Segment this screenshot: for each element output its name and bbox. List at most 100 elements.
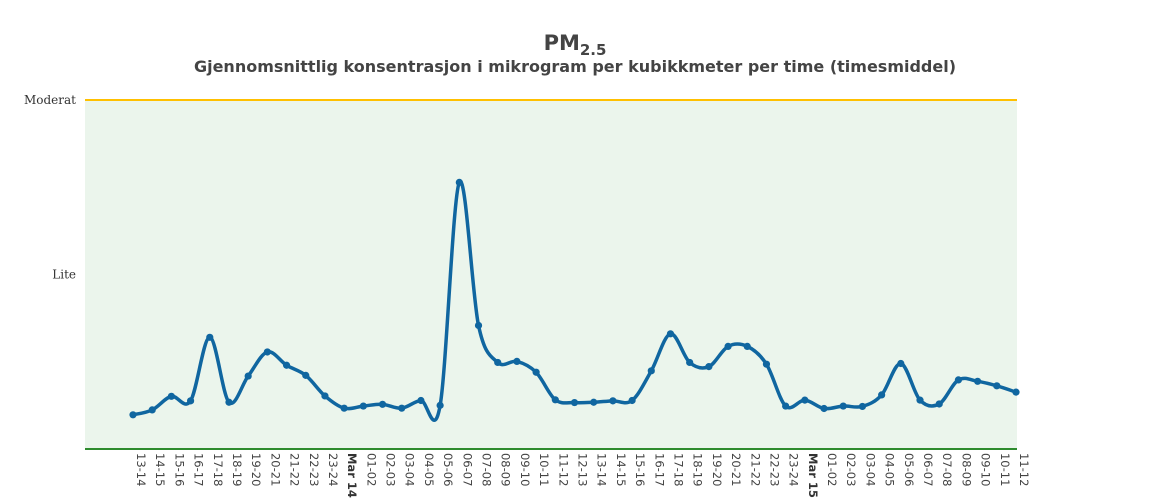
x-tick-label: 06-07 xyxy=(460,453,474,486)
x-tick-label: 21-22 xyxy=(288,453,302,486)
data-point[interactable] xyxy=(398,404,406,412)
data-point[interactable] xyxy=(782,402,790,410)
x-tick-label: 04-05 xyxy=(422,453,436,486)
y-band-label-moderat: Moderat xyxy=(24,93,76,107)
data-point[interactable] xyxy=(878,391,886,399)
x-tick-label: 10-11 xyxy=(537,453,551,486)
x-tick-label: 06-07 xyxy=(921,453,935,486)
x-tick-label: 19-20 xyxy=(249,453,263,486)
data-point[interactable] xyxy=(340,404,348,412)
x-tick-label: 15-16 xyxy=(633,453,647,486)
x-tick-label: Mar 14 xyxy=(345,453,359,498)
data-point[interactable] xyxy=(148,406,156,414)
data-point[interactable] xyxy=(436,401,444,409)
x-tick-label: 02-03 xyxy=(384,453,398,486)
data-point[interactable] xyxy=(839,402,847,410)
chart-subtitle: Gjennomsnittlig konsentrasjon i mikrogra… xyxy=(194,57,956,76)
data-point[interactable] xyxy=(974,377,982,385)
x-tick-label: 10-11 xyxy=(998,453,1012,486)
data-point[interactable] xyxy=(820,404,828,413)
x-tick-label: Mar 15 xyxy=(806,453,820,498)
data-point[interactable] xyxy=(225,398,233,406)
data-point[interactable] xyxy=(686,358,694,367)
data-point[interactable] xyxy=(628,396,636,405)
x-tick-label: 19-20 xyxy=(710,453,724,486)
x-tick-label: 01-02 xyxy=(364,453,378,486)
x-tick-label: 03-04 xyxy=(863,453,877,486)
x-tick-label: 23-24 xyxy=(787,453,801,486)
x-tick-label: 02-03 xyxy=(844,453,858,486)
x-tick-label: 03-04 xyxy=(403,453,417,486)
x-tick-label: 16-17 xyxy=(652,453,666,486)
data-point[interactable] xyxy=(167,392,175,400)
x-tick-label: 05-06 xyxy=(441,453,455,486)
data-point[interactable] xyxy=(378,400,387,408)
data-point[interactable] xyxy=(206,333,214,341)
x-tick-label: 09-10 xyxy=(979,453,993,486)
data-point[interactable] xyxy=(282,361,291,369)
data-point[interactable] xyxy=(705,363,713,371)
data-point[interactable] xyxy=(129,411,137,419)
data-point[interactable] xyxy=(935,400,943,408)
series-layer xyxy=(129,178,1020,423)
data-point[interactable] xyxy=(244,372,252,380)
data-point[interactable] xyxy=(993,382,1001,390)
data-point[interactable] xyxy=(743,342,751,350)
x-tick-label: 08-09 xyxy=(959,453,973,486)
data-point[interactable] xyxy=(302,371,310,379)
data-point[interactable] xyxy=(724,342,732,350)
x-tick-label: 22-23 xyxy=(307,453,321,486)
data-point[interactable] xyxy=(897,359,905,368)
x-tick-label: 17-18 xyxy=(671,453,685,486)
data-point[interactable] xyxy=(590,398,598,406)
x-tick-label: 20-21 xyxy=(268,453,282,486)
data-point[interactable] xyxy=(762,360,771,368)
data-point[interactable] xyxy=(666,330,675,338)
x-tick-label: 01-02 xyxy=(825,453,839,486)
x-tick-label: 21-22 xyxy=(748,453,762,486)
data-point[interactable] xyxy=(455,178,463,186)
x-tick-label: 13-14 xyxy=(595,453,609,486)
chart-title: PM2.5 xyxy=(544,31,607,59)
x-tick-label: 12-13 xyxy=(576,453,590,486)
x-tick-label: 16-17 xyxy=(192,453,206,486)
data-point[interactable] xyxy=(186,397,195,405)
data-point[interactable] xyxy=(801,396,809,404)
data-point[interactable] xyxy=(916,396,924,404)
x-tick-label: 09-10 xyxy=(518,453,532,486)
x-tick-label: 23-24 xyxy=(326,453,340,486)
data-point[interactable] xyxy=(321,392,329,400)
data-point[interactable] xyxy=(417,396,425,405)
data-point[interactable] xyxy=(474,321,483,330)
x-tick-label: 20-21 xyxy=(729,453,743,486)
data-point[interactable] xyxy=(551,396,559,404)
data-point[interactable] xyxy=(359,402,367,410)
x-tick-label: 15-16 xyxy=(172,453,186,486)
x-tick-label: 04-05 xyxy=(883,453,897,486)
x-tick-label: 08-09 xyxy=(499,453,513,486)
x-tick-label: 18-19 xyxy=(691,453,705,486)
x-tick-label: 11-12 xyxy=(1017,453,1031,486)
x-tick-label: 13-14 xyxy=(134,453,148,486)
data-point[interactable] xyxy=(1012,388,1020,396)
x-tick-label: 18-19 xyxy=(230,453,244,486)
data-point[interactable] xyxy=(513,357,521,366)
x-tick-label: 07-08 xyxy=(480,453,494,486)
data-point[interactable] xyxy=(263,348,271,356)
data-point[interactable] xyxy=(954,376,963,384)
y-band-label-lite: Lite xyxy=(52,268,76,282)
data-point[interactable] xyxy=(570,398,579,407)
x-tick-label: 17-18 xyxy=(211,453,225,486)
x-tick-label: 07-08 xyxy=(940,453,954,486)
data-point[interactable] xyxy=(647,367,655,375)
x-tick-label: 14-15 xyxy=(153,453,167,486)
x-tick-label: 22-23 xyxy=(767,453,781,486)
data-point[interactable] xyxy=(858,402,867,411)
x-axis-tick-labels: 13-14 14-15 15-16 16-17 17-18 18-19 19-20 20-21… xyxy=(134,453,1031,498)
x-tick-label: 14-15 xyxy=(614,453,628,486)
x-tick-label: 11-12 xyxy=(556,453,570,486)
data-point[interactable] xyxy=(532,368,540,376)
data-point[interactable] xyxy=(494,358,502,367)
data-point[interactable] xyxy=(609,397,617,405)
